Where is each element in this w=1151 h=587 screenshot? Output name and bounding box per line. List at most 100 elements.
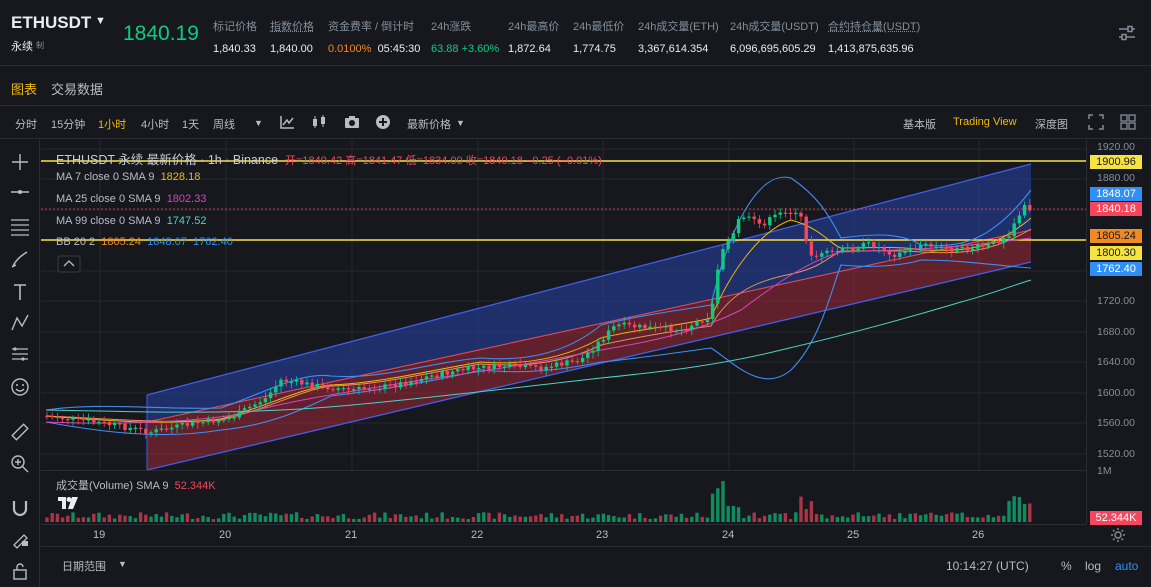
volume-bar [752, 512, 756, 523]
volume-bar [612, 516, 616, 523]
lock-drawing-icon[interactable] [9, 528, 31, 550]
interval-time[interactable]: 分时 [15, 119, 37, 131]
candle [747, 216, 751, 218]
interval-15m[interactable]: 15分钟 [51, 119, 86, 131]
text-tool-icon[interactable] [9, 281, 31, 303]
fullscreen-icon[interactable] [1088, 114, 1104, 130]
view-basic[interactable]: 基本版 [903, 119, 936, 131]
crosshair-icon[interactable] [9, 151, 31, 173]
volume-bar [757, 518, 762, 523]
auto-toggle[interactable]: auto [1115, 559, 1139, 573]
add-indicator-icon[interactable] [375, 114, 391, 130]
horizontal-lines-icon[interactable] [9, 215, 31, 237]
stat-index-price[interactable]: 指数价格 1,840.00 [270, 21, 314, 55]
candle [580, 358, 585, 363]
candle [128, 427, 132, 431]
volume-bar [638, 513, 642, 523]
volume-bar [388, 517, 392, 523]
volume-bar [820, 514, 824, 523]
candlestick-icon[interactable] [311, 114, 327, 130]
line-chart-icon[interactable] [279, 114, 295, 130]
chevron-down-icon[interactable]: ▼ [456, 118, 465, 128]
volume-bar [164, 512, 169, 523]
candle [175, 424, 179, 428]
date-range-button[interactable]: 日期范围 [62, 561, 106, 573]
interval-dropdown-icon[interactable]: ▼ [254, 118, 263, 128]
volume-bar [908, 513, 912, 523]
log-toggle[interactable]: log [1085, 559, 1102, 573]
trend-line-icon[interactable] [9, 181, 31, 203]
candle [606, 330, 611, 340]
ma7-legend[interactable]: MA 7 close 0 SMA 9 1828.18 [56, 171, 201, 183]
interval-1h[interactable]: 1小时 [98, 119, 127, 131]
brush-icon[interactable] [9, 248, 31, 270]
candle [601, 339, 606, 342]
candle [757, 219, 762, 224]
volume-bar [159, 516, 164, 523]
price-tag: 1848.07 [1090, 187, 1142, 201]
utc-clock[interactable]: 10:14:27 (UTC) [946, 559, 1029, 573]
candle [690, 325, 694, 331]
candle [981, 244, 985, 247]
magnet-icon[interactable] [9, 497, 31, 519]
measure-lines-icon[interactable] [9, 343, 31, 365]
volume-bar [565, 518, 569, 523]
volume-bar [799, 496, 803, 523]
symbol-selector[interactable]: ETHUSDT [11, 13, 92, 32]
time-axis[interactable]: 19 20 21 22 23 24 25 26 [41, 524, 1086, 546]
interval-weekly[interactable]: 周线 [213, 119, 235, 131]
candle [352, 389, 356, 391]
volume-bar [580, 513, 585, 523]
settings-sliders-icon[interactable] [1118, 25, 1136, 41]
view-tradingview[interactable]: Trading View [953, 116, 1017, 128]
volume-bar [445, 518, 450, 523]
pattern-icon[interactable] [9, 312, 31, 334]
bb-legend[interactable]: BB 20 2 1805.24 1848.07 1762.40 [56, 236, 233, 248]
ma25-legend[interactable]: MA 25 close 0 SMA 9 1802.33 [56, 193, 207, 205]
percent-toggle[interactable]: % [1061, 559, 1072, 573]
tab-trading-data[interactable]: 交易数据 [51, 82, 104, 97]
volume-bar [190, 518, 195, 523]
chevron-down-icon[interactable]: ▼ [95, 15, 106, 27]
interval-1d[interactable]: 1天 [182, 119, 200, 131]
candle [970, 248, 975, 251]
candle [346, 388, 351, 390]
candle [367, 388, 372, 391]
stat-24h-high: 24h最高价 1,872.64 [508, 21, 560, 55]
ruler-icon[interactable] [9, 421, 31, 443]
contract-type: 永续 [11, 41, 33, 53]
price-chart[interactable] [41, 140, 1086, 470]
candle [508, 363, 512, 367]
ticker-header: ETHUSDT ▼ 永续 制 1840.19 标记价格 1,840.33 指数价格… [0, 0, 1151, 66]
zoom-in-icon[interactable] [9, 453, 31, 475]
interval-4h[interactable]: 4小时 [141, 119, 170, 131]
volume-bar [560, 514, 564, 523]
volume-chart[interactable] [41, 470, 1086, 524]
layout-grid-icon[interactable] [1120, 114, 1136, 130]
smiley-icon[interactable] [9, 376, 31, 398]
lock-icon[interactable] [9, 560, 31, 582]
candle [627, 322, 632, 325]
tab-chart[interactable]: 图表 [11, 82, 38, 97]
volume-bar [372, 512, 377, 523]
price-type-select[interactable]: 最新价格 [407, 119, 451, 131]
volume-bar [825, 518, 829, 523]
camera-icon[interactable] [344, 114, 360, 130]
candle [887, 250, 892, 255]
chevron-down-icon[interactable]: ▼ [118, 559, 127, 569]
stat-open-interest[interactable]: 合约持仓量(USDT) 1,413,875,635.96 [828, 21, 921, 55]
volume-bar [404, 516, 408, 523]
date-tick: 21 [345, 529, 358, 541]
volume-bar [851, 514, 855, 523]
volume-bar [248, 512, 252, 523]
drawing-toolbar [0, 140, 40, 587]
axis-settings-icon[interactable] [1110, 527, 1126, 543]
price-axis[interactable]: 1920.00 1880.00 1720.00 1680.00 1640.00 … [1086, 140, 1151, 524]
candle [476, 367, 481, 370]
ma99-legend[interactable]: MA 99 close 0 SMA 9 1747.52 [56, 215, 207, 227]
candle [950, 248, 954, 252]
volume-bar [128, 516, 132, 523]
volume-bar [508, 516, 512, 523]
view-depth[interactable]: 深度图 [1035, 119, 1068, 131]
volume-bar [606, 515, 611, 523]
